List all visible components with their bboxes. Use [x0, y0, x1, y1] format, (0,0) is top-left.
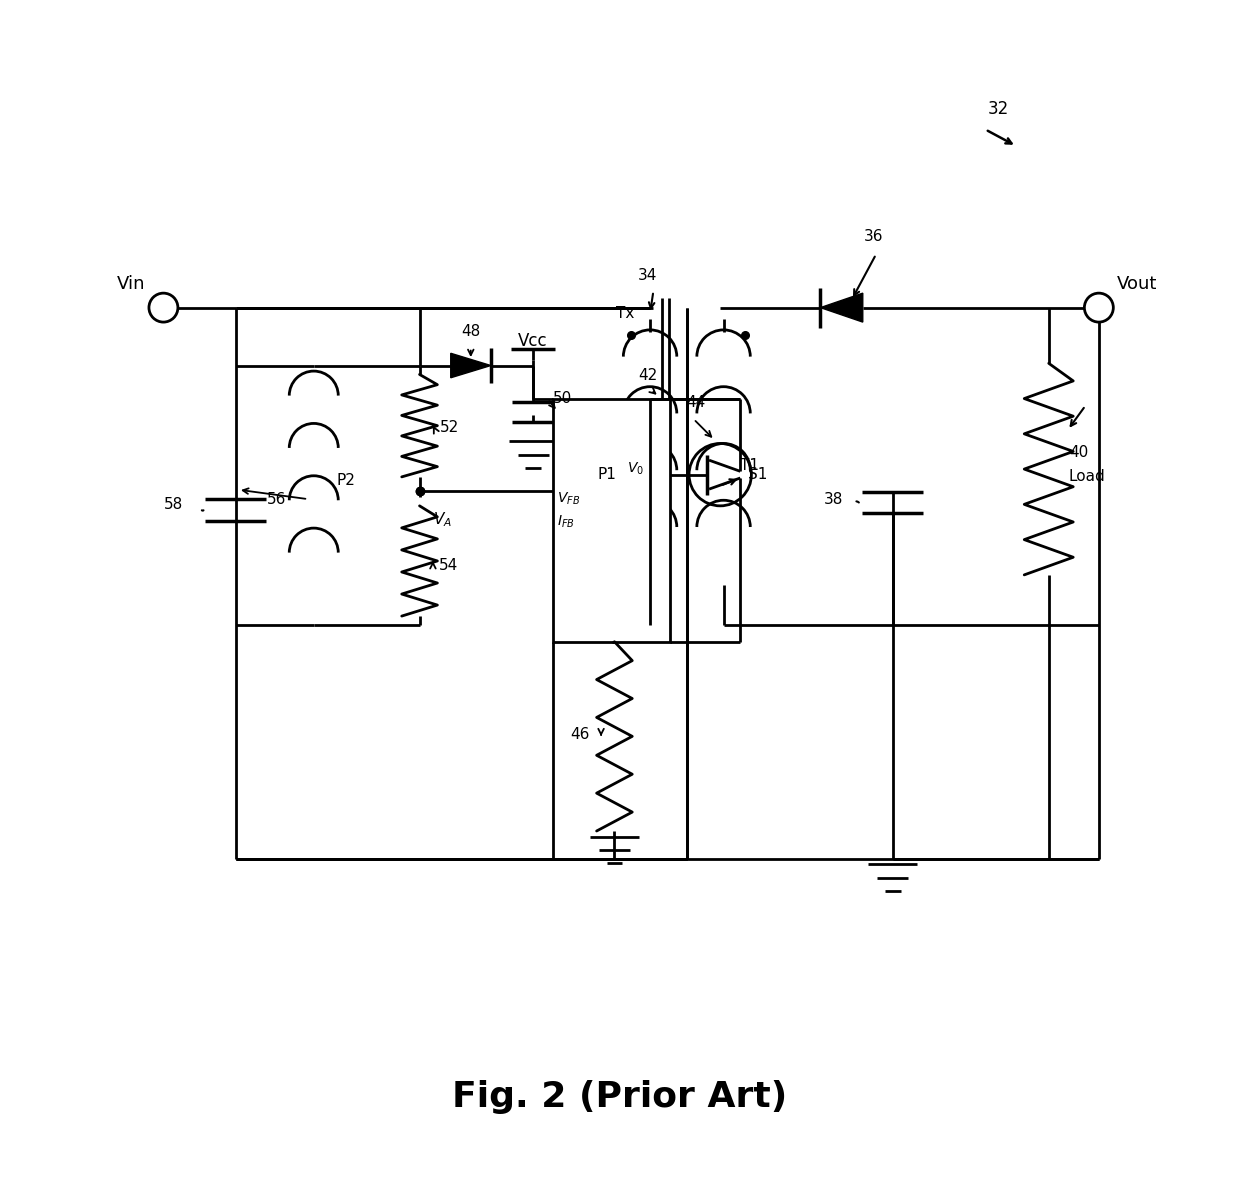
- Text: Vcc: Vcc: [518, 332, 548, 350]
- Text: 32: 32: [987, 101, 1008, 119]
- Text: Load: Load: [1069, 470, 1106, 484]
- Text: $V_0$: $V_0$: [627, 461, 644, 477]
- Text: $I_{FB}$: $I_{FB}$: [557, 514, 574, 530]
- Text: 42: 42: [639, 368, 657, 383]
- Text: 44: 44: [686, 395, 706, 410]
- Text: 54: 54: [439, 559, 458, 574]
- Text: 46: 46: [570, 727, 590, 741]
- Text: 34: 34: [639, 268, 657, 282]
- Text: 50: 50: [553, 391, 573, 407]
- Text: T1: T1: [740, 458, 759, 473]
- Text: S1: S1: [748, 467, 768, 483]
- Text: 52: 52: [440, 420, 459, 435]
- Polygon shape: [821, 293, 863, 323]
- Text: Tx: Tx: [616, 306, 635, 321]
- Bar: [553, 398, 670, 642]
- Text: P2: P2: [336, 473, 355, 487]
- Text: $V_A$: $V_A$: [433, 510, 451, 529]
- Text: 48: 48: [461, 324, 480, 339]
- Polygon shape: [450, 353, 491, 378]
- Text: 40: 40: [1069, 445, 1087, 460]
- Text: Vin: Vin: [117, 275, 145, 293]
- Text: 38: 38: [823, 492, 843, 506]
- Text: $V_{FB}$: $V_{FB}$: [557, 491, 579, 508]
- Text: P1: P1: [598, 467, 616, 483]
- Text: Fig. 2 (Prior Art): Fig. 2 (Prior Art): [453, 1080, 787, 1114]
- Text: Vout: Vout: [1117, 275, 1157, 293]
- Text: 58: 58: [164, 497, 184, 512]
- Text: 56: 56: [267, 492, 286, 506]
- Text: 36: 36: [864, 229, 884, 244]
